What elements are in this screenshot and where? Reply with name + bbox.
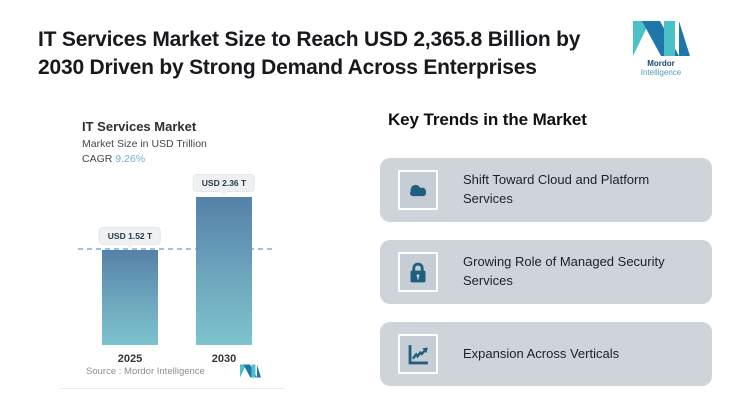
lock-icon [398, 252, 438, 292]
value-tag-2030: USD 2.36 T [192, 174, 256, 192]
chart-subtitle: Market Size in USD Trillion [82, 138, 207, 150]
bar-2025 [102, 250, 158, 345]
mordor-m-icon [632, 21, 690, 56]
bar-plot: USD 1.52 T 2025 USD 2.36 T 2030 [60, 105, 285, 365]
line-chart-icon [398, 334, 438, 374]
bar-column-2025: USD 1.52 T 2025 [98, 105, 162, 365]
cagr-value: 9.26% [115, 153, 146, 165]
bar-column-2030: USD 2.36 T 2030 [192, 105, 256, 365]
source-label: Source : [86, 366, 122, 377]
trend-label: Expansion Across Verticals [463, 345, 620, 361]
page-title: IT Services Market Size to Reach USD 2,3… [38, 26, 598, 82]
headline-line-2: 2030 Driven by Strong Demand Across Ente… [38, 55, 537, 79]
value-tag-2025: USD 1.52 T [98, 227, 162, 245]
market-chart-card: IT Services Market Market Size in USD Tr… [60, 105, 285, 389]
cagr-row: CAGR 9.26% [82, 153, 145, 165]
mordor-m-mini-icon [240, 364, 261, 378]
trend-card-cloud: Shift Toward Cloud and Platform Services [380, 158, 712, 222]
x-label-2030: 2030 [211, 353, 237, 365]
bar-2030 [196, 197, 252, 345]
headline-line-1: IT Services Market Size to Reach USD 2,3… [38, 28, 581, 51]
brand-name-bold: Mordor [647, 59, 675, 68]
brand-name: Mordor Intelligence [626, 59, 696, 77]
brand-logo: Mordor Intelligence [626, 20, 696, 77]
source-value: Mordor Intelligence [124, 366, 205, 377]
trends-section-title: Key Trends in the Market [388, 110, 587, 129]
trend-label: Shift Toward Cloud and Platform Services [463, 172, 650, 206]
x-label-2025: 2025 [117, 353, 143, 365]
source-attribution: Source : Mordor Intelligence [86, 366, 205, 377]
trend-label: Growing Role of Managed Security Service… [463, 254, 665, 288]
trend-card-verticals: Expansion Across Verticals [380, 322, 712, 386]
brand-name-light: Intelligence [640, 68, 682, 77]
trend-card-security: Growing Role of Managed Security Service… [380, 240, 712, 304]
cagr-label: CAGR [82, 153, 113, 165]
reference-dashed-line [78, 248, 274, 250]
chart-title: IT Services Market [82, 119, 197, 134]
cloud-icon [398, 170, 438, 210]
